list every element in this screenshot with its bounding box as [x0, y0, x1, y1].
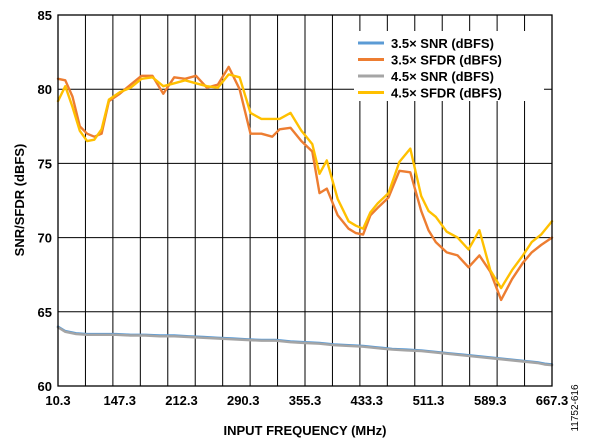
y-tick-label: 80: [38, 82, 52, 97]
x-tick-label: 212.3: [165, 393, 198, 408]
y-tick-label: 75: [38, 156, 52, 171]
y-tick-label: 70: [38, 231, 52, 246]
legend-label: 4.5× SFDR (dBFS): [391, 86, 502, 101]
series-lines: [56, 65, 554, 367]
series-line: [56, 326, 554, 367]
x-tick-labels: 10.3 147.3 212.3 290.3 355.3 433.3 511.3 589.3 6…: [45, 393, 568, 408]
x-tick-label: 147.3: [103, 393, 136, 408]
x-tick-label: 355.3: [289, 393, 322, 408]
y-axis-title: SNR/SFDR (dBFS): [12, 144, 27, 257]
y-tick-label: 60: [38, 379, 52, 394]
legend-label: 4.5× SNR (dBFS): [391, 69, 494, 84]
x-tick-label: 589.3: [474, 393, 507, 408]
y-tick-label: 65: [38, 305, 52, 320]
legend-label: 3.5× SNR (dBFS): [391, 36, 494, 51]
legend: 3.5× SNR (dBFS) 3.5× SFDR (dBFS)4.5× SNR …: [354, 31, 544, 101]
plot-frame: [57, 14, 553, 387]
x-tick-label: 433.3: [350, 393, 383, 408]
figure-id: 11752-616: [570, 384, 581, 432]
x-tick-label: 10.3: [45, 393, 70, 408]
x-tick-label: 667.3: [536, 393, 569, 408]
x-tick-label: 290.3: [227, 393, 260, 408]
legend-label: 3.5× SFDR (dBFS): [391, 53, 502, 68]
y-tick-label: 85: [38, 8, 52, 23]
legend-box: [354, 31, 544, 101]
x-tick-label: 511.3: [413, 393, 445, 408]
y-tick-labels: 60 65 70 75 80 85: [38, 8, 52, 394]
series-line: [56, 73, 554, 290]
x-axis-title: INPUT FREQUENCY (MHz): [224, 423, 387, 438]
